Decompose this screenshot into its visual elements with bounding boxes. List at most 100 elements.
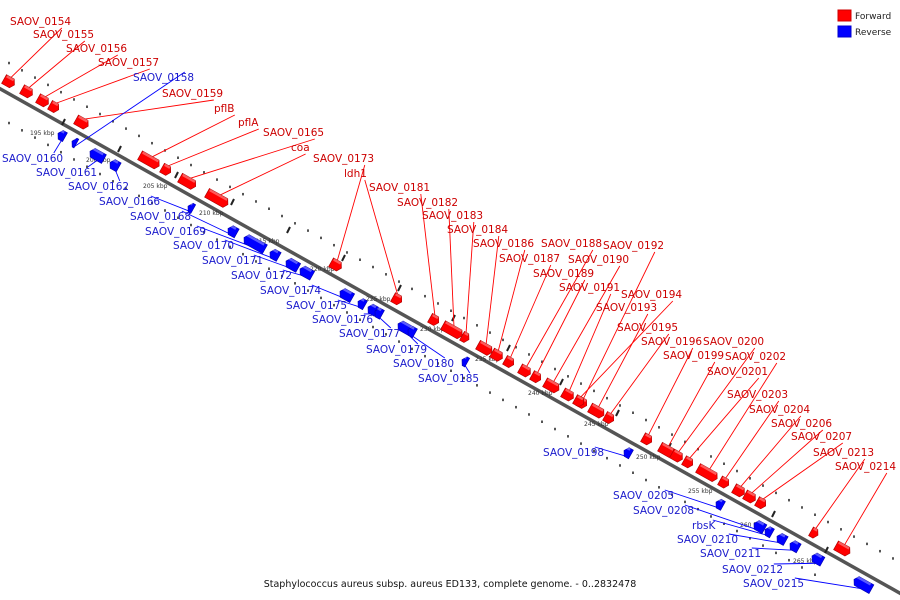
gene-ldh1-arrow[interactable] [390, 292, 405, 307]
gene-saov-0154[interactable] [1, 74, 17, 90]
gene-saov-0157-arrow[interactable] [47, 100, 62, 114]
gene-saov-0177[interactable] [373, 307, 385, 320]
gene-saov-0155-arrow[interactable] [19, 84, 35, 100]
gene-saov-0182[interactable] [440, 320, 465, 340]
gene-saov-0188-arrow[interactable] [517, 363, 533, 379]
gene-saov-0195-arrow[interactable] [602, 411, 617, 426]
label-saov-0162[interactable]: SAOV_0162 [68, 181, 129, 193]
gene-saov-0206-arrow[interactable] [742, 489, 758, 505]
gene-saov-0215-arrow[interactable] [852, 575, 875, 594]
gene-saov-0194[interactable] [572, 394, 587, 409]
gene-saov-0154-arrow[interactable] [1, 74, 17, 90]
gene-saov-0168[interactable] [226, 224, 240, 239]
gene-saov-0188[interactable] [517, 363, 533, 379]
label-saov-0196[interactable]: SAOV_0196 [641, 336, 702, 348]
gene-pflb-arrow[interactable] [137, 150, 162, 170]
gene-rbsk[interactable] [763, 525, 775, 539]
gene-saov-0190-arrow[interactable] [542, 377, 562, 395]
gene-saov-0182-arrow[interactable] [440, 320, 465, 340]
gene-saov-0184[interactable] [475, 339, 495, 357]
gene-saov-0170-arrow[interactable] [268, 248, 282, 262]
gene-saov-0159-arrow[interactable] [73, 114, 91, 131]
gene-saov-0215[interactable] [852, 575, 875, 594]
gene-saov-0200[interactable] [669, 448, 685, 464]
gene-saov-0189-arrow[interactable] [529, 370, 544, 385]
gene-saov-0174-arrow[interactable] [338, 287, 356, 303]
gene-saov-0194-arrow[interactable] [572, 394, 587, 409]
label-saov-0183[interactable]: SAOV_0183 [422, 210, 483, 222]
label-saov-0194[interactable]: SAOV_0194 [621, 289, 682, 301]
label-saov-0168[interactable]: SAOV_0168 [130, 211, 191, 223]
label-saov-0182[interactable]: SAOV_0182 [397, 197, 458, 209]
gene-pfla-arrow[interactable] [159, 162, 174, 177]
label-saov-0181[interactable]: SAOV_0181 [369, 182, 430, 194]
gene-saov-0185[interactable] [460, 355, 471, 368]
label-coa[interactable]: coa [291, 142, 310, 154]
gene-saov-0198[interactable] [622, 446, 634, 460]
label-saov-0176[interactable]: SAOV_0176 [312, 314, 373, 326]
gene-saov-0186-arrow[interactable] [489, 347, 505, 363]
gene-saov-0181-arrow[interactable] [427, 313, 442, 327]
gene-saov-0159[interactable] [73, 114, 91, 131]
gene-saov-0171-arrow[interactable] [284, 257, 302, 273]
gene-saov-0186[interactable] [489, 347, 505, 363]
gene-saov-0196[interactable] [640, 432, 655, 447]
label-ldh1[interactable]: ldh1 [344, 168, 367, 180]
label-saov-0169[interactable]: SAOV_0169 [145, 226, 206, 238]
gene-saov-0191[interactable] [560, 387, 576, 403]
gene-saov-0171[interactable] [284, 257, 302, 273]
gene-saov-0176-arrow[interactable] [366, 303, 380, 317]
label-saov-0205[interactable]: SAOV_0205 [613, 490, 674, 502]
gene-saov-0213[interactable] [808, 526, 821, 540]
gene-saov-0191-arrow[interactable] [560, 387, 576, 403]
gene-saov-0180[interactable] [406, 325, 418, 339]
gene-saov-0161[interactable] [88, 147, 107, 164]
gene-saov-0165[interactable] [177, 172, 199, 191]
gene-saov-0162[interactable] [108, 158, 122, 173]
label-saov-0198[interactable]: SAOV_0198 [543, 447, 604, 459]
gene-saov-0212[interactable] [810, 552, 826, 567]
label-saov-0201[interactable]: SAOV_0201 [707, 366, 768, 378]
gene-saov-0175-arrow[interactable] [356, 297, 368, 311]
gene-saov-0200-arrow[interactable] [669, 448, 685, 464]
label-saov-0170[interactable]: SAOV_0170 [173, 240, 234, 252]
label-saov-0171[interactable]: SAOV_0171 [202, 255, 263, 267]
gene-saov-0158[interactable] [70, 137, 80, 149]
label-saov-0177[interactable]: SAOV_0177 [339, 328, 400, 340]
gene-saov-0210-arrow[interactable] [775, 532, 789, 546]
gene-saov-0174[interactable] [338, 287, 356, 303]
gene-saov-0205[interactable] [714, 498, 726, 511]
gene-saov-0166-arrow[interactable] [186, 202, 197, 214]
label-saov-0155[interactable]: SAOV_0155 [33, 29, 94, 41]
label-saov-0166[interactable]: SAOV_0166 [99, 196, 160, 208]
label-saov-0158[interactable]: SAOV_0158 [133, 72, 194, 84]
label-saov-0187[interactable]: SAOV_0187 [499, 253, 560, 265]
gene-saov-0207[interactable] [754, 496, 769, 511]
label-saov-0202[interactable]: SAOV_0202 [725, 351, 786, 363]
gene-saov-0160-arrow[interactable] [56, 129, 68, 142]
label-saov-0160[interactable]: SAOV_0160 [2, 153, 63, 165]
label-saov-0211[interactable]: SAOV_0211 [700, 548, 761, 560]
label-saov-0210[interactable]: SAOV_0210 [677, 534, 738, 546]
label-saov-0192[interactable]: SAOV_0192 [603, 240, 664, 252]
label-rbsk[interactable]: rbsK [692, 520, 716, 532]
gene-saov-0169-arrow[interactable] [242, 233, 268, 255]
gene-coa-arrow[interactable] [204, 188, 231, 208]
gene-saov-0207-arrow[interactable] [754, 496, 769, 511]
gene-saov-0202[interactable] [695, 463, 720, 483]
label-saov-0191[interactable]: SAOV_0191 [559, 282, 620, 294]
gene-saov-0201-arrow[interactable] [681, 455, 696, 470]
label-saov-0156[interactable]: SAOV_0156 [66, 43, 127, 55]
label-saov-0159[interactable]: SAOV_0159 [162, 88, 223, 100]
gene-saov-0176[interactable] [366, 303, 380, 317]
gene-saov-0203-arrow[interactable] [717, 475, 732, 490]
label-saov-0161[interactable]: SAOV_0161 [36, 167, 97, 179]
gene-saov-0162-arrow[interactable] [108, 158, 122, 173]
gene-saov-0170[interactable] [268, 248, 282, 262]
label-pfla[interactable]: pflA [238, 117, 259, 129]
gene-saov-0210[interactable] [775, 532, 789, 546]
label-saov-0179[interactable]: SAOV_0179 [366, 344, 427, 356]
gene-saov-0175[interactable] [356, 297, 368, 311]
gene-saov-0208[interactable] [752, 519, 768, 535]
gene-saov-0181[interactable] [427, 313, 442, 327]
